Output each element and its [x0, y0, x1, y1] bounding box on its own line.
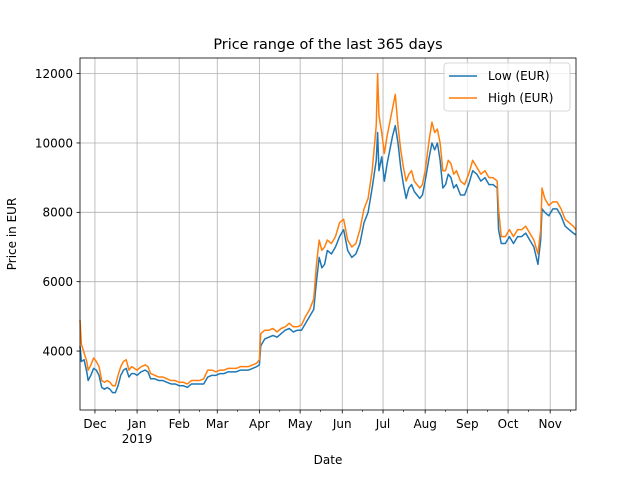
- x-tick-label: May: [288, 417, 313, 431]
- y-tick-label: 10000: [35, 136, 73, 150]
- x-tick-label: Apr: [249, 417, 270, 431]
- x-tick-label: Aug: [413, 417, 436, 431]
- series-line-low: [79, 124, 577, 394]
- y-tick-label: 4000: [42, 344, 73, 358]
- legend: Low (EUR) High (EUR): [443, 62, 571, 112]
- x-tick-label: Jun: [332, 417, 352, 431]
- x-tick-label: Jan: [127, 417, 147, 431]
- y-axis-label: Price in EUR: [5, 198, 19, 271]
- legend-frame: [443, 62, 571, 112]
- y-tick-label: 8000: [42, 206, 73, 220]
- series-line-high: [79, 72, 577, 387]
- grid-lines: [80, 58, 576, 410]
- series-group: [79, 72, 577, 394]
- legend-label-high: High (EUR): [488, 91, 553, 105]
- legend-label-low: Low (EUR): [488, 69, 550, 83]
- x-tick-label: Nov: [538, 417, 561, 431]
- x-tick-label: Oct: [498, 417, 519, 431]
- x-tick-label: Mar: [206, 417, 229, 431]
- chart-title: Price range of the last 365 days: [213, 37, 442, 53]
- x-tick-label: Sep: [456, 417, 479, 431]
- x-tick-label: Jul: [375, 417, 390, 431]
- x-axis-label: Date: [314, 453, 343, 467]
- x-tick-year-label: 2019: [122, 432, 153, 446]
- y-axis-ticks: 4000 6000 8000 10000 12000: [35, 67, 80, 358]
- x-tick-label: Feb: [169, 417, 190, 431]
- x-tick-label: Dec: [83, 417, 106, 431]
- plot-frame: [79, 57, 577, 411]
- y-tick-label: 12000: [35, 67, 73, 81]
- y-tick-label: 6000: [42, 275, 73, 289]
